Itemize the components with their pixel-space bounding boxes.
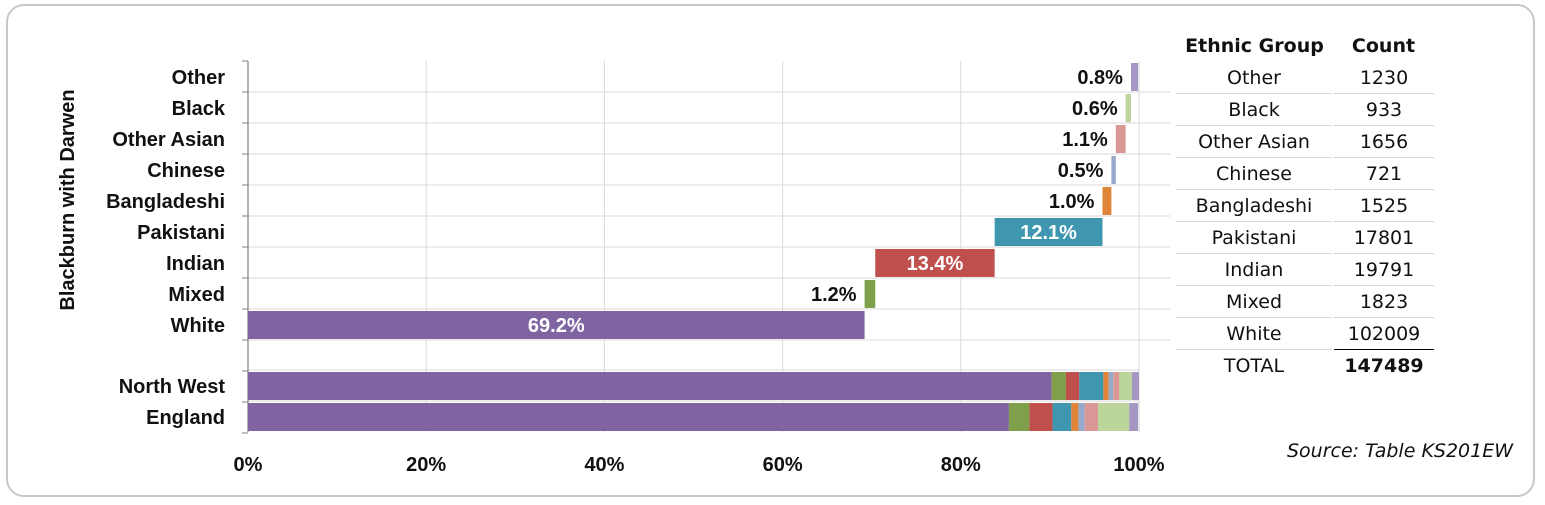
table-total-label: TOTAL [1223,354,1285,377]
category-label: Mixed [168,284,225,306]
data-label: 1.0% [1049,191,1095,213]
category-label: Indian [166,253,225,275]
data-label: 13.4% [907,253,964,275]
table-row: Other 1230 [1176,62,1434,94]
comparison-label: North West [119,376,226,398]
bar-other-asian [1115,125,1126,153]
table-header-group: Ethnic Group [1185,35,1324,57]
table-header-count: Count [1351,35,1416,57]
source-note: Source: Table KS201EW [1287,440,1514,462]
table-cell-count: 1525 [1332,189,1434,222]
data-label: 0.6% [1072,98,1118,120]
category-label: Black [172,98,226,120]
table-row: Bangladeshi 1525 [1176,189,1434,222]
segment-bangladeshi [1103,372,1109,400]
bar-pakistani [994,218,1103,246]
data-label: 69.2% [528,315,585,337]
table-cell-group: Other Asian [1176,125,1333,158]
table-row: Mixed 1823 [1176,285,1434,318]
segment-white [248,372,1052,400]
table-row: Pakistani 17801 [1176,221,1434,254]
x-tick-label: 20% [406,454,446,476]
table-total-row: TOTAL 147489 [1176,349,1434,381]
table-cell-group: Chinese [1176,157,1333,190]
data-label: 0.8% [1077,67,1123,89]
table-row: Other Asian 1656 [1176,125,1434,158]
segment-indian [1029,403,1053,431]
table-cell-count: 17801 [1332,221,1434,254]
table-cell-group: Black [1176,93,1333,126]
table-cell-group: Other [1176,62,1333,94]
bar-mixed [864,280,876,308]
category-label: Pakistani [137,222,225,244]
ethnic-group-table: Ethnic Group Count Other 1230 Black 933 Ot… [1176,30,1434,381]
table-cell-count: 933 [1332,93,1434,126]
table-cell-group: Bangladeshi [1176,189,1333,222]
segment-black [1119,372,1132,400]
table-cell-count: 102009 [1332,317,1434,350]
category-label: Other [172,67,226,89]
table-total-count: 147489 [1332,349,1434,381]
table-cell-count: 1823 [1332,285,1434,318]
segment-bangladeshi [1071,403,1079,431]
data-label: 0.5% [1058,160,1104,182]
group-axis-label: Blackburn with Darwen [57,89,79,310]
table-header-row: Ethnic Group Count [1176,30,1434,62]
table-cell-group: Mixed [1176,285,1333,318]
segment-pakistani [1079,372,1104,400]
table-cell-count: 1656 [1332,125,1434,158]
table-cell-group: Pakistani [1176,221,1333,254]
data-label: 1.2% [811,284,857,306]
x-tick-label: 100% [1113,454,1164,476]
segment-white [248,403,1009,431]
category-label: Other Asian [112,129,225,151]
segment-other [1131,372,1139,400]
bar-white [248,311,865,339]
table-cell-count: 19791 [1332,253,1434,286]
category-label: White [171,315,225,337]
segment-other-asian [1113,372,1120,400]
table-cell-count: 721 [1332,157,1434,190]
x-tick-label: 60% [763,454,803,476]
table-row: Black 933 [1176,93,1434,126]
table-row: Chinese 721 [1176,157,1434,190]
segment-other [1129,403,1139,431]
x-tick-label: 40% [584,454,624,476]
bar-black [1125,94,1131,122]
data-label: 1.1% [1062,129,1108,151]
table-row: Indian 19791 [1176,253,1434,286]
data-label: 12.1% [1020,222,1077,244]
segment-mixed [1008,403,1030,431]
segment-mixed [1051,372,1066,400]
segment-pakistani [1052,403,1072,431]
table-row: White 102009 [1176,317,1434,350]
bar-chinese [1111,156,1116,184]
comparison-label: England [146,407,225,429]
bar-indian [875,249,995,277]
table-cell-count: 1230 [1332,62,1434,94]
bar-bangladeshi [1102,187,1112,215]
segment-chinese [1108,372,1114,400]
segment-chinese [1078,403,1085,431]
segment-other-asian [1084,403,1099,431]
segment-black [1098,403,1130,431]
table-cell-group: Indian [1176,253,1333,286]
x-tick-label: 80% [941,454,981,476]
table-cell-group: White [1176,317,1333,350]
bar-other [1130,63,1139,91]
segment-indian [1065,372,1080,400]
x-tick-label: 0% [234,454,263,476]
category-label: Bangladeshi [106,191,225,213]
category-label: Chinese [147,160,225,182]
